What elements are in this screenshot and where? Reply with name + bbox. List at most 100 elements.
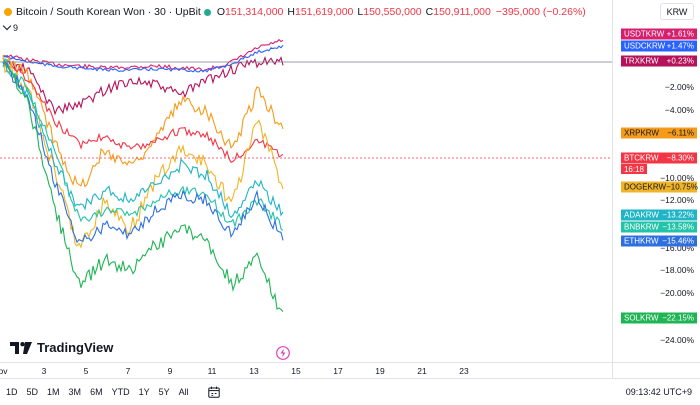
symbol-name: ETHKRW xyxy=(624,236,659,246)
series-line-dogekrw[interactable] xyxy=(2,55,284,249)
time-tick-label: ov xyxy=(0,366,8,376)
symbol-change: −22.15% xyxy=(662,313,694,323)
indicator-count: 9 xyxy=(13,22,19,33)
legend-title[interactable]: Bitcoin / South Korean Won · 30 · UpBit xyxy=(16,6,201,18)
chart-plot-area[interactable] xyxy=(0,0,612,362)
symbol-change: −15.46% xyxy=(662,236,694,246)
chevron-down-icon xyxy=(2,21,12,31)
change-value: −395,000 (−0.26%) xyxy=(495,6,586,18)
tradingview-logo[interactable]: TradingView xyxy=(10,340,113,355)
symbol-label-bnbkrw[interactable]: BNBKRW −13.58% xyxy=(621,221,697,233)
indicators-collapse-toggle[interactable]: 9 xyxy=(2,21,28,34)
series-line-xrpkrw[interactable] xyxy=(2,56,284,188)
price-tick-label: −20.00% xyxy=(660,288,694,298)
range-button-1y[interactable]: 1Y xyxy=(138,387,150,397)
symbol-name: USDTKRW xyxy=(624,29,665,39)
price-tick-label: −10.00% xyxy=(660,173,694,183)
symbol-change: −13.58% xyxy=(662,222,694,232)
range-button-5d[interactable]: 5D xyxy=(26,387,39,397)
symbol-label-ethkrw[interactable]: ETHKRW −15.46% xyxy=(621,235,697,247)
clock-readout[interactable]: 09:13:42 UTC+9 xyxy=(625,387,692,397)
bottom-toolbar: 1D 5D 1M 3M 6M YTD 1Y 5Y All 09:13:42 UTC+9 xyxy=(0,378,700,405)
close-key: C xyxy=(425,6,434,18)
time-tick-label: 13 xyxy=(249,366,259,376)
date-range-buttons: 1D 5D 1M 3M 6M YTD 1Y 5Y All xyxy=(6,387,198,397)
high-key: H xyxy=(287,6,295,18)
symbol-name: XRPKRW xyxy=(624,128,659,138)
series-line-ethkrw[interactable] xyxy=(2,60,284,244)
series-line-solkrw[interactable] xyxy=(2,61,284,313)
symbol-name: ADAKRW xyxy=(624,210,659,220)
symbol-name: BTCKRW xyxy=(624,153,659,163)
price-tick-label: −16.00% xyxy=(660,243,694,253)
bar-countdown-timer: 16:18 xyxy=(621,164,647,174)
symbol-change: −6.11% xyxy=(667,128,694,138)
calendar-icon[interactable] xyxy=(207,386,220,398)
symbol-label-trxkrw[interactable]: TRXKRW +0.23% xyxy=(621,55,697,67)
low-key: L xyxy=(357,6,364,18)
series-line-bnbkrw[interactable] xyxy=(2,58,284,231)
time-tick-label: 15 xyxy=(291,366,301,376)
series-line-btckrw[interactable] xyxy=(2,57,284,164)
open-key: O xyxy=(216,6,225,18)
symbol-label-btckrw[interactable]: BTCKRW −8.30% xyxy=(621,152,697,164)
symbol-label-usdtkrw[interactable]: USDTKRW +1.61% xyxy=(621,28,697,40)
range-button-5y[interactable]: 5Y xyxy=(158,387,170,397)
range-button-1m[interactable]: 1M xyxy=(47,387,60,397)
symbol-label-solkrw[interactable]: SOLKRW −22.15% xyxy=(621,312,697,324)
time-tick-label: 3 xyxy=(41,366,47,376)
series-layer xyxy=(2,38,284,313)
bitcoin-logo-icon xyxy=(4,8,12,16)
symbol-legend: Bitcoin / South Korean Won · 30 · UpBit … xyxy=(4,3,586,21)
price-axis[interactable]: −2.00%−4.00%−8.00%−10.00%−12.00%−16.00%−… xyxy=(612,0,700,362)
time-tick-label: 7 xyxy=(125,366,131,376)
symbol-label-xrpkrw[interactable]: XRPKRW −6.11% xyxy=(621,127,697,139)
series-line-trxkrw[interactable] xyxy=(2,55,284,116)
symbol-name: SOLKRW xyxy=(624,313,659,323)
range-button-ytd[interactable]: YTD xyxy=(111,387,130,397)
symbol-label-adakrw[interactable]: ADAKRW −13.22% xyxy=(621,209,697,221)
time-axis[interactable]: ov 3 5 7 9 11 13 15 17 19 21 23 xyxy=(0,362,612,378)
series-line-usdtkrw[interactable] xyxy=(2,38,284,73)
symbol-change: +1.61% xyxy=(666,29,694,39)
currency-selector[interactable]: KRW xyxy=(660,3,694,20)
high-value: 151,619,000 xyxy=(295,6,354,18)
price-tick-label: −24.00% xyxy=(660,335,694,345)
time-tick-label: 11 xyxy=(207,366,217,376)
symbol-label-usdckrw[interactable]: USDCKRW +1.47% xyxy=(621,40,697,52)
price-tick-label: −2.00% xyxy=(664,82,694,92)
price-tick-label: −12.00% xyxy=(660,195,694,205)
low-value: 150,550,000 xyxy=(363,6,422,18)
series-line-adakrw[interactable] xyxy=(2,59,284,219)
symbol-change: −13.22% xyxy=(662,210,694,220)
time-tick-label: 9 xyxy=(167,366,173,376)
time-tick-label: 5 xyxy=(83,366,89,376)
range-button-6m[interactable]: 6M xyxy=(90,387,103,397)
open-value: 151,314,000 xyxy=(225,6,284,18)
price-tick-label: −18.00% xyxy=(660,265,694,275)
range-button-1d[interactable]: 1D xyxy=(6,387,18,397)
lightning-event-icon[interactable] xyxy=(276,346,290,360)
symbol-change: +0.23% xyxy=(666,56,694,66)
tradingview-logo-icon xyxy=(10,341,32,354)
symbol-name: TRXKRW xyxy=(624,56,659,66)
close-value: 150,911,000 xyxy=(433,6,491,18)
symbol-name: DOGEKRW xyxy=(624,182,667,192)
symbol-change: −10.75% xyxy=(666,182,698,192)
symbol-label-dogekrw[interactable]: DOGEKRW −10.75% xyxy=(621,181,698,193)
time-tick-label: 17 xyxy=(333,366,343,376)
time-tick-label: 21 xyxy=(417,366,427,376)
axis-corner xyxy=(612,362,700,378)
range-button-3m[interactable]: 3M xyxy=(68,387,82,397)
tradingview-logo-text: TradingView xyxy=(37,340,114,355)
market-status-icon[interactable] xyxy=(203,8,211,16)
time-tick-label: 23 xyxy=(459,366,469,376)
symbol-change: −8.30% xyxy=(666,153,694,163)
symbol-name: BNBKRW xyxy=(624,222,659,232)
symbol-change: +1.47% xyxy=(666,41,694,51)
series-line-usdckrw[interactable] xyxy=(2,44,284,73)
range-button-all[interactable]: All xyxy=(178,387,189,397)
symbol-name: USDCKRW xyxy=(624,41,666,51)
price-tick-label: −4.00% xyxy=(664,105,694,115)
time-tick-label: 19 xyxy=(375,366,385,376)
